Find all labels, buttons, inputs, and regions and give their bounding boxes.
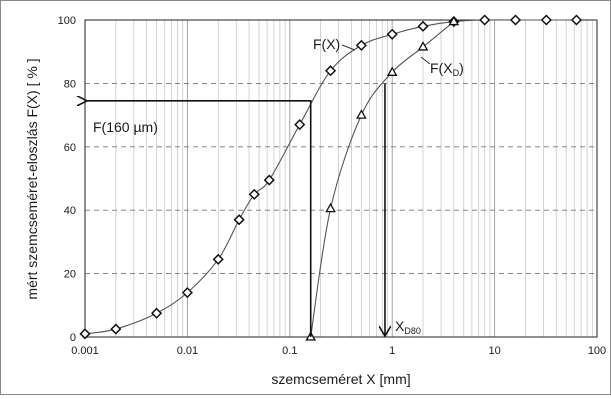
point-fx	[79, 328, 91, 340]
point-fxd	[325, 202, 336, 213]
point-fx	[248, 188, 260, 200]
point-fx	[181, 287, 193, 299]
point-fxd	[448, 15, 460, 26]
point-fx	[417, 20, 429, 32]
point-fx	[540, 14, 552, 26]
y-axis-title: mért szemcseméret-eloszlás F(X) [ % ]	[24, 58, 40, 299]
series-fx-markers	[79, 14, 583, 340]
x-tick-label: 10	[488, 345, 500, 357]
y-tick-label: 80	[64, 78, 76, 90]
point-fx	[110, 323, 122, 335]
point-fx	[324, 65, 337, 77]
point-fx	[386, 28, 398, 40]
point-fx	[263, 174, 275, 186]
x-tick-label: 0.001	[71, 345, 99, 357]
xd80-label-sub: D80	[404, 326, 421, 336]
point-fx	[294, 119, 306, 131]
x-tick-label: 1	[389, 345, 395, 357]
xd80-label: XD80	[395, 318, 421, 336]
y-tick-label: 0	[70, 332, 76, 344]
x-tick-label: 0.1	[282, 345, 297, 357]
point-fx	[151, 307, 163, 319]
x-axis-title: szemcseméret X [mm]	[271, 371, 410, 387]
y-tick-label: 40	[64, 205, 76, 217]
y-tick-label: 60	[64, 142, 76, 154]
plot-area	[84, 19, 598, 338]
grid	[84, 20, 598, 337]
x-axis-ticks: 0.001 0.01 0.1 1 10 100	[71, 345, 606, 357]
point-fx	[509, 14, 522, 26]
point-fx	[212, 253, 224, 265]
point-fx	[355, 39, 367, 51]
f160-arrow	[87, 101, 312, 337]
point-fx	[570, 14, 583, 26]
y-tick-label: 20	[64, 269, 76, 281]
point-fx	[479, 14, 491, 26]
point-fxd	[356, 109, 367, 119]
y-tick-label: 100	[58, 15, 76, 27]
legend-label-fxd: F(XD)	[430, 60, 464, 78]
point-fxd	[386, 66, 398, 76]
x-tick-label: 0.01	[177, 345, 198, 357]
point-fx	[233, 214, 245, 226]
x-tick-label: 100	[588, 345, 606, 357]
legend-leader-fx	[341, 44, 356, 51]
y-axis-ticks: 0 20 40 60 80 100	[58, 15, 76, 344]
legend-leader-fxd	[420, 56, 431, 65]
xd80-label-main: X	[395, 318, 405, 334]
annotations: F(160 µm) XD80 F(X) F(XD)	[87, 36, 464, 337]
legend-label-fx: F(X)	[313, 36, 340, 52]
point-fxd	[417, 41, 429, 51]
f160-label: F(160 µm)	[93, 119, 158, 135]
